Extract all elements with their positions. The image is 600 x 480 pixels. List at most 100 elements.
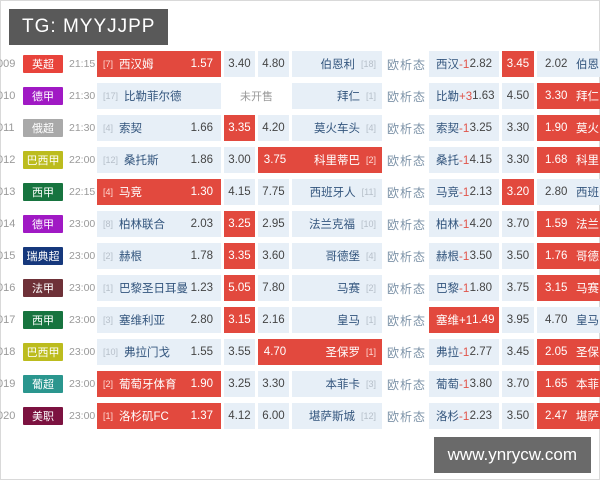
away-win-odds-cell[interactable]: 2.16 <box>258 307 289 333</box>
link-analysis[interactable]: 析 <box>399 153 412 168</box>
link-trend[interactable]: 态 <box>412 281 425 296</box>
link-euro-odds[interactable]: 欧 <box>387 345 400 360</box>
away-team-cell[interactable]: 堪萨斯城 [12] <box>292 403 382 429</box>
draw-odds-cell[interactable]: 3.55 <box>224 339 255 365</box>
league-badge[interactable]: 西甲 <box>23 183 63 201</box>
draw-odds-cell[interactable]: 3.25 <box>224 211 255 237</box>
away-team-cell[interactable]: 本菲卡 [3] <box>292 371 382 397</box>
link-euro-odds[interactable]: 欧 <box>387 249 400 264</box>
league-badge[interactable]: 巴西甲 <box>23 151 63 169</box>
handicap-home-cell[interactable]: 西汉-1 2.82 <box>429 51 499 77</box>
link-trend[interactable]: 态 <box>412 121 425 136</box>
handicap-away-cell[interactable]: 1.65 本菲 <box>537 371 600 397</box>
handicap-draw-cell[interactable]: 3.20 <box>502 179 534 205</box>
away-team-cell[interactable]: 哥德堡 [4] <box>292 243 382 269</box>
link-euro-odds[interactable]: 欧 <box>387 89 400 104</box>
home-win-cell[interactable]: [12] 桑托斯 1.86 <box>97 147 221 173</box>
link-euro-odds[interactable]: 欧 <box>387 185 400 200</box>
link-trend[interactable]: 态 <box>412 57 425 72</box>
handicap-draw-cell[interactable]: 3.45 <box>502 339 534 365</box>
handicap-draw-cell[interactable]: 3.70 <box>502 211 534 237</box>
draw-odds-cell[interactable]: 4.15 <box>224 179 255 205</box>
link-euro-odds[interactable]: 欧 <box>387 153 400 168</box>
link-analysis[interactable]: 析 <box>399 185 412 200</box>
away-team-cell[interactable]: 科里蒂巴 [2] <box>292 147 382 173</box>
link-trend[interactable]: 态 <box>412 185 425 200</box>
away-team-cell[interactable]: 莫火车头 [4] <box>292 115 382 141</box>
handicap-draw-cell[interactable]: 3.50 <box>502 403 534 429</box>
home-win-cell[interactable]: [7] 西汉姆 1.57 <box>97 51 221 77</box>
handicap-home-cell[interactable]: 索契-1 3.25 <box>429 115 499 141</box>
away-team-cell[interactable]: 皇马 [1] <box>292 307 382 333</box>
handicap-away-cell[interactable]: 2.02 伯恩 <box>537 51 600 77</box>
link-euro-odds[interactable]: 欧 <box>387 217 400 232</box>
link-trend[interactable]: 态 <box>412 409 425 424</box>
link-analysis[interactable]: 析 <box>399 57 412 72</box>
draw-odds-cell[interactable]: 3.25 <box>224 371 255 397</box>
handicap-away-cell[interactable]: 3.30 拜仁 <box>537 83 600 109</box>
link-trend[interactable]: 态 <box>412 313 425 328</box>
league-badge[interactable]: 英超 <box>23 55 63 73</box>
handicap-home-cell[interactable]: 洛杉-1 2.23 <box>429 403 499 429</box>
handicap-draw-cell[interactable]: 4.50 <box>502 83 534 109</box>
handicap-away-cell[interactable]: 2.80 西班 <box>537 179 600 205</box>
handicap-away-cell[interactable]: 1.90 莫火 <box>537 115 600 141</box>
league-badge[interactable]: 俄超 <box>23 119 63 137</box>
league-badge[interactable]: 瑞典超 <box>23 247 63 265</box>
away-team-cell[interactable]: 马赛 [2] <box>292 275 382 301</box>
draw-odds-cell[interactable]: 5.05 <box>224 275 255 301</box>
league-badge[interactable]: 巴西甲 <box>23 343 63 361</box>
link-euro-odds[interactable]: 欧 <box>387 281 400 296</box>
home-win-cell[interactable]: [10] 弗拉门戈 1.55 <box>97 339 221 365</box>
draw-odds-cell[interactable]: 4.12 <box>224 403 255 429</box>
draw-odds-cell[interactable]: 3.35 <box>224 115 255 141</box>
away-win-odds-cell[interactable]: 3.60 <box>258 243 289 269</box>
handicap-away-cell[interactable]: 2.05 圣保 <box>537 339 600 365</box>
handicap-draw-cell[interactable]: 3.45 <box>502 51 534 77</box>
home-win-cell[interactable]: [1] 洛杉矶FC 1.37 <box>97 403 221 429</box>
away-win-odds-cell[interactable]: 4.20 <box>258 115 289 141</box>
league-badge[interactable]: 法甲 <box>23 279 63 297</box>
draw-odds-cell[interactable]: 3.40 <box>224 51 255 77</box>
link-trend[interactable]: 态 <box>412 377 425 392</box>
league-badge[interactable]: 德甲 <box>23 215 63 233</box>
league-badge[interactable]: 德甲 <box>23 87 63 105</box>
league-badge[interactable]: 西甲 <box>23 311 63 329</box>
link-analysis[interactable]: 析 <box>399 217 412 232</box>
link-euro-odds[interactable]: 欧 <box>387 313 400 328</box>
link-euro-odds[interactable]: 欧 <box>387 121 400 136</box>
away-team-cell[interactable]: 法兰克福 [10] <box>292 211 382 237</box>
away-win-odds-cell[interactable]: 4.80 <box>258 51 289 77</box>
handicap-draw-cell[interactable]: 3.30 <box>502 115 534 141</box>
away-team-cell[interactable]: 拜仁 [1] <box>292 83 382 109</box>
away-win-odds-cell[interactable]: 7.80 <box>258 275 289 301</box>
league-badge[interactable]: 美职 <box>23 407 63 425</box>
handicap-draw-cell[interactable]: 3.70 <box>502 371 534 397</box>
away-win-odds-cell[interactable]: 2.95 <box>258 211 289 237</box>
link-analysis[interactable]: 析 <box>399 345 412 360</box>
away-team-cell[interactable]: 伯恩利 [18] <box>292 51 382 77</box>
away-win-odds-cell[interactable]: 3.30 <box>258 371 289 397</box>
handicap-draw-cell[interactable]: 3.50 <box>502 243 534 269</box>
draw-odds-cell[interactable]: 3.35 <box>224 243 255 269</box>
handicap-draw-cell[interactable]: 3.30 <box>502 147 534 173</box>
home-win-cell[interactable]: [8] 柏林联合 2.03 <box>97 211 221 237</box>
handicap-home-cell[interactable]: 柏林-1 4.20 <box>429 211 499 237</box>
handicap-home-cell[interactable]: 桑托-1 4.15 <box>429 147 499 173</box>
home-win-cell[interactable]: [2] 赫根 1.78 <box>97 243 221 269</box>
handicap-home-cell[interactable]: 葡萄-1 3.80 <box>429 371 499 397</box>
link-analysis[interactable]: 析 <box>399 249 412 264</box>
home-win-cell[interactable]: [4] 马竞 1.30 <box>97 179 221 205</box>
handicap-home-cell[interactable]: 巴黎-1 1.80 <box>429 275 499 301</box>
link-analysis[interactable]: 析 <box>399 281 412 296</box>
away-team-cell[interactable]: 圣保罗 [1] <box>292 339 382 365</box>
handicap-draw-cell[interactable]: 3.95 <box>502 307 534 333</box>
link-euro-odds[interactable]: 欧 <box>387 377 400 392</box>
away-team-cell[interactable]: 西班牙人 [11] <box>292 179 382 205</box>
handicap-home-cell[interactable]: 赫根-1 3.50 <box>429 243 499 269</box>
link-trend[interactable]: 态 <box>412 89 425 104</box>
league-badge[interactable]: 葡超 <box>23 375 63 393</box>
link-analysis[interactable]: 析 <box>399 313 412 328</box>
handicap-away-cell[interactable]: 1.59 法兰 <box>537 211 600 237</box>
home-win-cell[interactable]: [4] 索契 1.66 <box>97 115 221 141</box>
